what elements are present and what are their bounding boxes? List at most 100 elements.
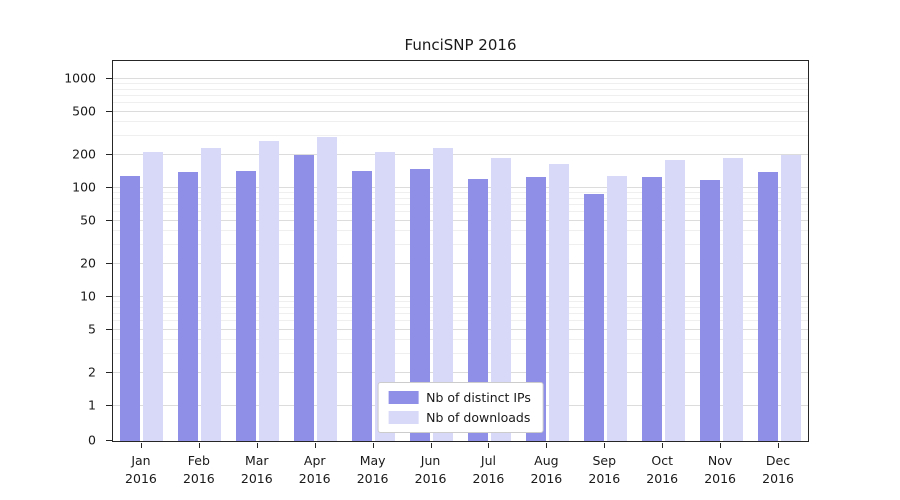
y-tick-label-2: 2: [88, 364, 96, 380]
bar-distinct-ips-jun: [410, 169, 431, 441]
x-tick-year: 2016: [240, 470, 273, 486]
x-tick-mark-apr: [314, 443, 316, 448]
x-tick-label-jul: Jul 2016: [460, 452, 518, 487]
x-tick-month: Nov: [707, 453, 733, 468]
bar-downloads-may: [375, 152, 396, 441]
bar-distinct-ips-apr: [294, 155, 315, 441]
x-tick-month: Aug: [534, 453, 559, 468]
x-tick-year: 2016: [298, 470, 331, 486]
x-tick-year: 2016: [762, 470, 794, 486]
x-tick-mark-jun: [430, 443, 432, 448]
x-tick-year: 2016: [530, 470, 563, 486]
x-tick-month: Sep: [592, 453, 617, 468]
x-tick-year: 2016: [704, 470, 737, 486]
y-tick-mark-20: [106, 263, 112, 265]
bar-downloads-aug: [548, 164, 569, 441]
x-tick-month: Jan: [131, 453, 151, 468]
y-tick-label-1000: 1000: [64, 70, 96, 86]
y-axis: 0 1 2 5 10 20 50 100 200 500 1000: [0, 60, 112, 448]
bar-distinct-ips-sep: [583, 194, 604, 441]
x-tick-year: 2016: [472, 470, 505, 486]
bar-downloads-jan: [143, 151, 164, 441]
gridline-900: [113, 83, 808, 84]
gridline-1000: [113, 78, 808, 79]
x-tick-year: 2016: [646, 470, 679, 486]
bar-downloads-sep: [606, 175, 627, 441]
x-tick-month: Dec: [765, 453, 791, 468]
gridline-700: [113, 94, 808, 96]
gridline-400: [113, 121, 808, 123]
gridline-6: [113, 320, 808, 322]
x-tick-month: Jul: [480, 453, 496, 468]
y-tick-mark-500: [106, 110, 112, 112]
bar-distinct-ips-jul: [467, 178, 488, 441]
x-tick-month: Oct: [651, 453, 674, 468]
gridline-40: [113, 230, 808, 232]
gridline-30: [113, 244, 808, 245]
gridline-90: [113, 192, 808, 193]
gridline-500: [113, 110, 808, 112]
x-tick-label-jan: Jan 2016: [112, 452, 170, 487]
gridline-5: [113, 328, 808, 330]
gridline-9: [113, 301, 808, 302]
x-axis: Jan 2016 Feb 2016 Mar 2016 Apr 2016 May 2016 Jun 20…: [112, 442, 809, 498]
y-tick-mark-2: [106, 372, 112, 374]
bar-distinct-ips-feb: [178, 172, 199, 441]
x-tick-mark-nov: [720, 443, 722, 448]
y-tick-mark-10: [106, 296, 112, 297]
x-tick-month: Jun: [420, 453, 441, 468]
bar-downloads-jul: [490, 157, 511, 441]
y-tick-mark-200: [106, 154, 112, 156]
gridline-600: [113, 102, 808, 104]
gridline-100: [113, 187, 808, 188]
legend-label-downloads: Nb of downloads: [426, 410, 531, 425]
x-tick-label-may: May 2016: [344, 452, 402, 487]
x-tick-mark-sep: [604, 443, 606, 448]
legend: Nb of distinct IPs Nb of downloads: [377, 382, 544, 433]
gridline-80: [113, 197, 808, 199]
bar-downloads-nov: [722, 157, 743, 441]
bar-downloads-mar: [259, 140, 280, 441]
bar-downloads-feb: [201, 147, 222, 441]
y-tick-mark-50: [106, 219, 112, 221]
gridline-3: [113, 353, 808, 354]
gridline-50: [113, 219, 808, 221]
x-tick-year: 2016: [356, 470, 389, 486]
y-tick-mark-0: [106, 440, 112, 441]
x-tick-label-apr: Apr 2016: [286, 452, 344, 487]
bar-downloads-oct: [664, 160, 685, 441]
x-tick-year: 2016: [125, 470, 157, 486]
gridline-20: [113, 263, 808, 265]
gridline-2: [113, 372, 808, 374]
x-tick-year: 2016: [414, 470, 447, 486]
x-tick-month: Feb: [187, 453, 210, 468]
x-tick-mark-may: [372, 443, 374, 448]
bar-distinct-ips-dec: [757, 172, 778, 441]
gridline-70: [113, 203, 808, 205]
legend-item-downloads: Nb of downloads: [388, 410, 531, 425]
bar-distinct-ips-oct: [641, 177, 662, 441]
gridline-8: [113, 306, 808, 308]
gridline-7: [113, 312, 808, 314]
x-tick-label-jun: Jun 2016: [402, 452, 460, 487]
x-tick-mark-mar: [256, 443, 258, 448]
gridline-4: [113, 339, 808, 341]
x-tick-year: 2016: [588, 470, 621, 486]
x-tick-month: Apr: [303, 453, 326, 468]
y-tick-label-100: 100: [72, 179, 96, 195]
x-tick-label-mar: Mar 2016: [228, 452, 286, 487]
gridline-60: [113, 211, 808, 213]
x-tick-label-nov: Nov 2016: [691, 452, 749, 487]
y-tick-label-1: 1: [88, 397, 96, 413]
x-tick-mark-dec: [778, 443, 780, 448]
x-tick-mark-feb: [198, 443, 200, 448]
x-tick-mark-jul: [488, 443, 490, 448]
gridline-200: [113, 154, 808, 156]
x-tick-month: Mar: [244, 453, 269, 468]
x-tick-mark-aug: [546, 443, 548, 448]
bar-downloads-dec: [780, 155, 801, 441]
y-tick-label-50: 50: [80, 212, 96, 228]
x-tick-label-oct: Oct 2016: [633, 452, 691, 487]
bar-downloads-apr: [317, 136, 338, 441]
